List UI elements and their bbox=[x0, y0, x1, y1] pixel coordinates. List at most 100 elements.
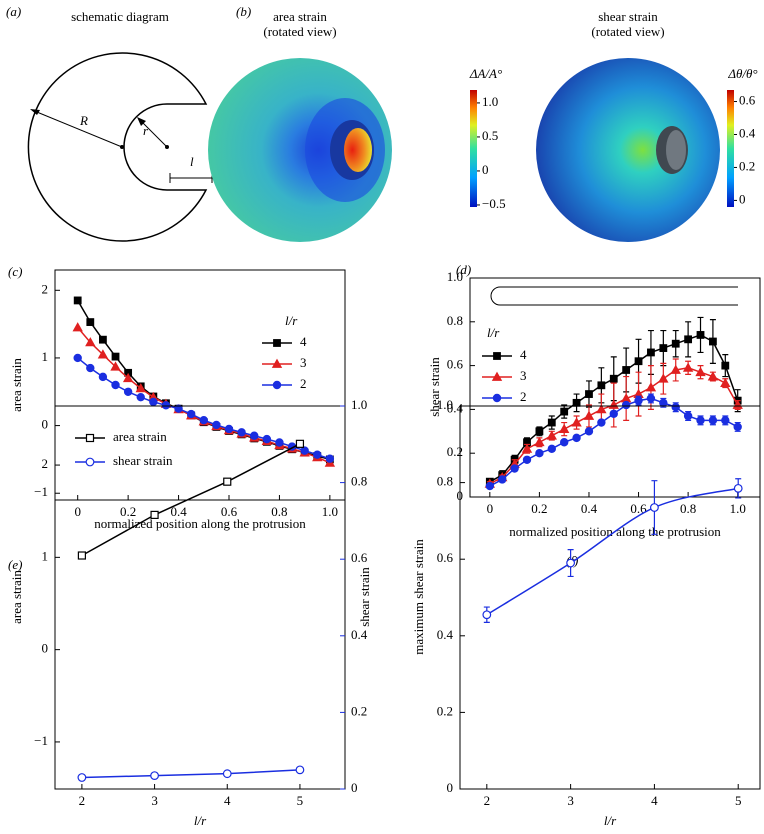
x-tick-label: 0 bbox=[487, 501, 494, 516]
colorbar-tick-label: 0.5 bbox=[482, 128, 498, 143]
radius-arrow bbox=[31, 109, 123, 148]
marker bbox=[295, 765, 305, 775]
x-tick-label: 0.4 bbox=[170, 504, 187, 519]
colorbar-tick-label: 0 bbox=[482, 162, 489, 177]
marker bbox=[86, 318, 95, 326]
marker bbox=[534, 436, 545, 447]
marker bbox=[86, 363, 95, 373]
y-tick-label: 1.0 bbox=[437, 397, 453, 412]
marker bbox=[645, 382, 657, 392]
x-tick-label: 0.2 bbox=[531, 501, 547, 516]
x-tick-label: 0.8 bbox=[271, 504, 287, 519]
marker bbox=[646, 394, 656, 403]
y-axis-label: area strain bbox=[9, 570, 24, 624]
marker bbox=[262, 434, 272, 444]
marker bbox=[123, 387, 133, 396]
marker bbox=[696, 331, 705, 339]
marker bbox=[77, 551, 86, 560]
y-tick-label: 1 bbox=[42, 548, 49, 563]
marker bbox=[671, 339, 680, 348]
plot-frame bbox=[469, 277, 761, 498]
marker bbox=[560, 407, 569, 416]
x-tick-label: 2 bbox=[484, 793, 491, 808]
marker bbox=[110, 361, 121, 371]
legend-title: l/r bbox=[487, 325, 500, 340]
marker bbox=[647, 348, 655, 357]
y2-axis-label: shear strain bbox=[357, 567, 372, 627]
y-tick-label: 0.4 bbox=[447, 400, 464, 415]
colorbar-label: ΔA/A° bbox=[469, 66, 502, 81]
marker bbox=[733, 422, 742, 432]
protrusion-inset bbox=[490, 286, 738, 306]
center-dot bbox=[120, 145, 124, 149]
marker bbox=[683, 411, 693, 421]
marker bbox=[174, 404, 183, 413]
marker bbox=[596, 404, 607, 414]
marker bbox=[684, 335, 693, 344]
marker bbox=[313, 450, 322, 459]
x-tick-label: 1.0 bbox=[322, 504, 338, 519]
plot-frame bbox=[54, 269, 346, 501]
radius-arrow bbox=[138, 118, 168, 148]
colorbar-tick-label: 0.6 bbox=[739, 93, 756, 108]
marker bbox=[250, 431, 259, 440]
marker bbox=[671, 403, 680, 412]
colorbar-tick-label: −0.5 bbox=[482, 196, 506, 211]
legend-label: shear strain bbox=[113, 453, 173, 468]
y-tick-label: 0 bbox=[447, 780, 454, 795]
colorbar-tick-label: 1.0 bbox=[482, 94, 498, 109]
legend-label: area strain bbox=[113, 429, 167, 444]
y-tick-label: 0.2 bbox=[437, 703, 453, 718]
marker bbox=[522, 455, 532, 464]
view-subtitle: (rotated view) bbox=[263, 24, 336, 39]
marker bbox=[622, 366, 631, 374]
marker bbox=[498, 475, 507, 484]
marker bbox=[111, 380, 120, 390]
marker bbox=[609, 374, 618, 383]
x-axis-label: l/r bbox=[194, 813, 207, 828]
panel-label: (a) bbox=[6, 4, 21, 19]
series-line bbox=[81, 769, 300, 779]
schematic-shape bbox=[27, 52, 208, 242]
legend-label: 3 bbox=[300, 355, 307, 370]
marker bbox=[149, 397, 158, 407]
x-tick-label: 3 bbox=[151, 793, 158, 808]
y-tick-label: −1 bbox=[34, 484, 48, 499]
x-tick-label: 0.6 bbox=[221, 504, 238, 519]
panel-label: (e) bbox=[8, 557, 22, 572]
panel-title: schematic diagram bbox=[71, 9, 169, 24]
marker bbox=[721, 416, 730, 425]
marker bbox=[597, 381, 606, 390]
marker bbox=[695, 366, 706, 377]
marker bbox=[709, 337, 717, 346]
marker bbox=[658, 373, 669, 383]
colorbar-label: Δθ/θ° bbox=[727, 66, 757, 81]
marker bbox=[135, 383, 146, 393]
view-title: area strain bbox=[273, 9, 327, 24]
marker bbox=[98, 372, 108, 382]
panel-a: (a) schematic diagram R r l bbox=[6, 4, 213, 242]
marker bbox=[77, 773, 87, 782]
marker bbox=[199, 415, 208, 425]
marker bbox=[222, 769, 232, 779]
marker bbox=[111, 352, 120, 361]
marker bbox=[547, 418, 556, 427]
legend-marker bbox=[491, 371, 503, 381]
series-line bbox=[486, 487, 739, 616]
marker bbox=[566, 558, 576, 568]
marker bbox=[670, 364, 681, 374]
legend-label: 2 bbox=[520, 389, 527, 404]
y-tick-label: 0.6 bbox=[437, 550, 454, 565]
legend-label: 4 bbox=[520, 347, 527, 362]
y-tick-label: 2 bbox=[42, 456, 49, 471]
y-tick-label: 0.2 bbox=[447, 444, 463, 459]
legend-label: 3 bbox=[520, 368, 527, 383]
marker bbox=[161, 401, 171, 410]
y-axis-label: shear strain bbox=[427, 357, 442, 417]
marker bbox=[136, 392, 145, 402]
series-line bbox=[81, 443, 301, 557]
legend-marker bbox=[272, 380, 282, 390]
x-tick-label: 3 bbox=[567, 793, 574, 808]
marker bbox=[572, 398, 581, 407]
